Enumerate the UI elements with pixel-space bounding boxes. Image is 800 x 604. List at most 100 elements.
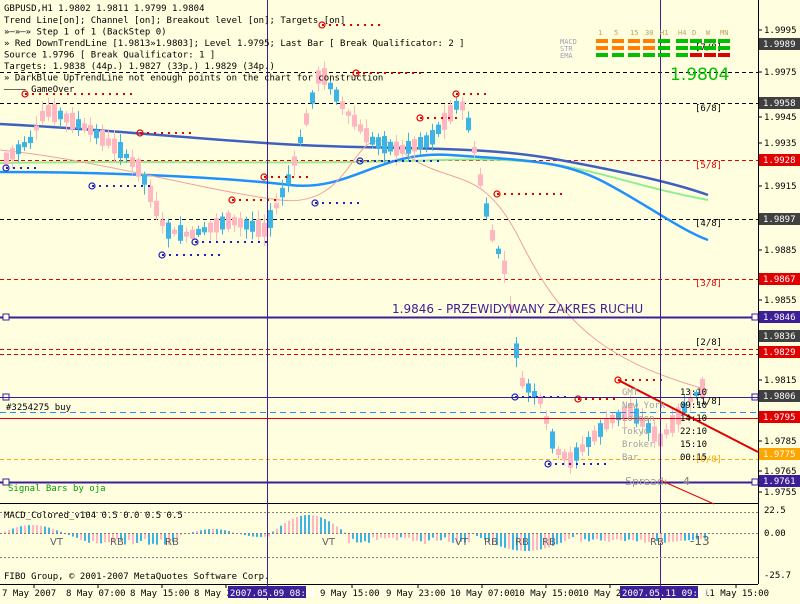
candle-body <box>412 139 417 151</box>
candle-body <box>580 444 585 452</box>
macd-bar <box>448 533 450 542</box>
candle-body <box>592 431 597 442</box>
candle-body <box>124 154 129 158</box>
macd-bar <box>148 533 150 545</box>
signal-cell <box>718 46 730 50</box>
fractal-down <box>183 254 185 256</box>
fractal-up <box>357 24 359 26</box>
signal-cell <box>690 39 702 43</box>
candle-body <box>544 416 549 424</box>
macd-bar <box>324 519 326 533</box>
time-label: 9 May 15:00 <box>320 589 380 599</box>
fractal-down <box>195 241 197 243</box>
fractal-down <box>555 463 557 465</box>
candle-body <box>154 201 159 216</box>
fractal-down <box>402 160 404 162</box>
macd-bar <box>348 533 350 543</box>
price-tick-label: 1.9915 <box>764 182 797 192</box>
macd-bar <box>56 530 58 533</box>
fractal-up <box>147 132 149 134</box>
price-badge-label: 1.9958 <box>763 99 796 109</box>
signal-cell <box>596 39 608 43</box>
fractal-down <box>92 185 94 187</box>
candle-body <box>172 230 177 235</box>
candle-body <box>370 137 375 145</box>
price-axis[interactable]: 1.99951.99751.99451.99351.99151.98851.98… <box>758 26 800 498</box>
fractal-up <box>378 24 380 26</box>
candle-body <box>298 137 303 143</box>
range-handle-right[interactable] <box>752 314 758 320</box>
candle-body <box>82 123 87 130</box>
signal-cell <box>676 46 688 50</box>
fractal-up <box>398 72 400 74</box>
macd-bar <box>36 525 38 533</box>
macd-bar <box>424 533 426 544</box>
macd-bar <box>104 533 106 542</box>
fractal-down <box>423 160 425 162</box>
macd-bar <box>96 533 98 543</box>
signal-cell <box>704 46 716 50</box>
candle-body <box>340 101 345 109</box>
range-handle-right-2[interactable] <box>752 479 758 485</box>
macd-bar <box>412 533 414 541</box>
fractal-down <box>230 241 232 243</box>
candle-body <box>556 449 561 455</box>
price-tick-label: 1.9935 <box>764 139 797 149</box>
signal-cell <box>628 39 640 43</box>
macd-bar <box>140 533 142 541</box>
macd-bar <box>360 533 362 542</box>
fractal-up <box>546 193 548 195</box>
candle-body <box>550 431 555 448</box>
price-badge-label: 1.9795 <box>763 413 796 423</box>
timeframe-label: 15 <box>630 29 638 37</box>
macd-bar <box>368 533 370 543</box>
fractal-up <box>434 117 436 119</box>
macd-signal-label: VT <box>455 537 469 548</box>
price-tick-label: 1.9975 <box>764 68 797 78</box>
candle-body <box>256 219 261 237</box>
price-tick-label: 1.9945 <box>764 113 797 123</box>
fractal-up <box>419 72 421 74</box>
fractal-down <box>350 202 352 204</box>
info-line: » DarkBlue UpTrendLine not enough points… <box>4 74 383 84</box>
candle-body <box>382 136 387 153</box>
time-label: 11 May 15:00 <box>704 589 769 599</box>
fractal-down <box>209 241 211 243</box>
fractal-up <box>455 117 457 119</box>
fractal-up <box>539 193 541 195</box>
candle-body <box>400 145 405 154</box>
macd-bar <box>152 533 154 544</box>
murrey-label: [3/8] <box>695 279 722 289</box>
macd-bar <box>604 533 606 541</box>
candle-body <box>574 447 579 460</box>
macd-bar <box>320 517 322 533</box>
macd-bar <box>136 533 138 543</box>
time-cursor-label: 2007.05.11 09:00 <box>622 589 709 599</box>
price-tick-label: 1.9815 <box>764 376 797 386</box>
candle-body <box>406 141 411 154</box>
timeframe-label: 30 <box>645 29 653 37</box>
macd-bar <box>676 533 678 541</box>
info-line: Targets: 1.9838 (44p.) 1.9827 (33p.) 1.9… <box>4 62 275 72</box>
fractal-down <box>190 254 192 256</box>
candle-body <box>202 227 207 232</box>
candle-body <box>184 232 189 237</box>
macd-signal-label: RB <box>542 537 556 548</box>
murrey-label: [6/8] <box>695 104 722 114</box>
fractal-down <box>343 202 345 204</box>
macd-bar <box>12 528 14 533</box>
candle-body <box>604 419 609 429</box>
fractal-up <box>646 379 648 381</box>
range-handle-left[interactable] <box>3 314 9 320</box>
macd-bar <box>664 533 666 543</box>
fractal-down <box>113 185 115 187</box>
macd-bar <box>124 533 126 544</box>
signal-cell <box>658 53 670 57</box>
macd-bar <box>620 533 622 540</box>
macd-bar <box>276 529 278 533</box>
candle-body <box>664 429 669 434</box>
fractal-down <box>437 160 439 162</box>
